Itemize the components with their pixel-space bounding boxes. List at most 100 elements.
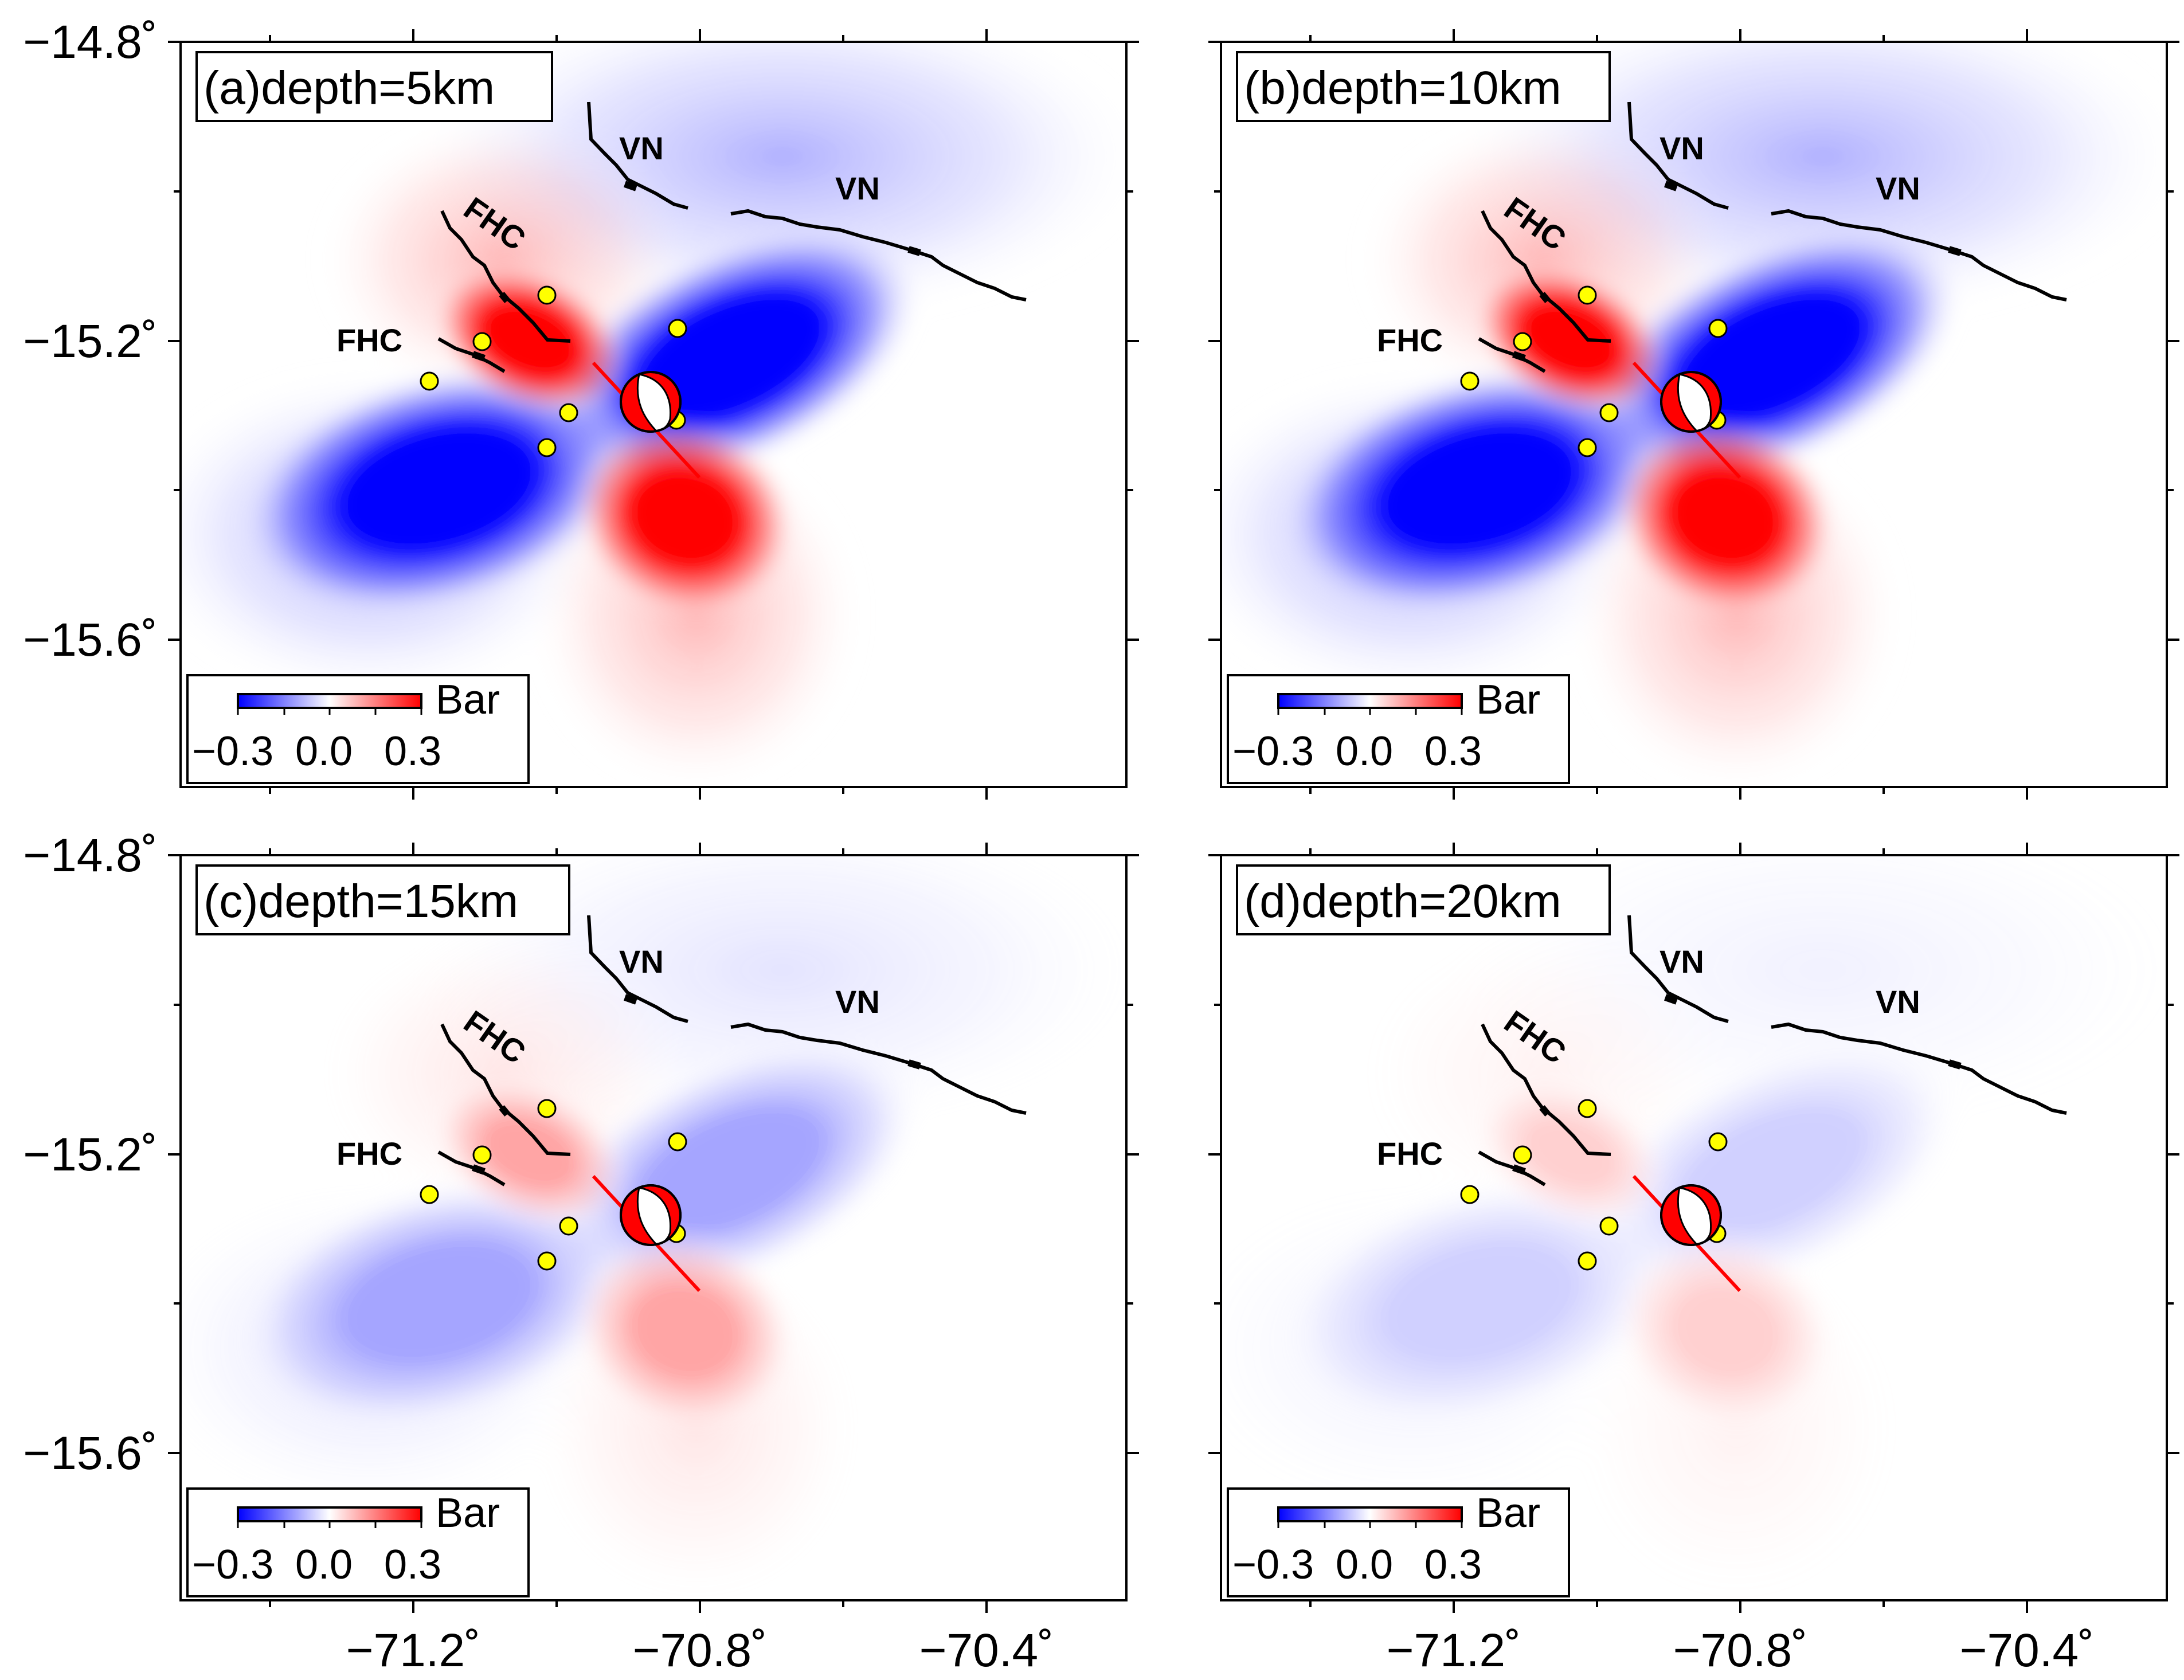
colorbar-unit: Bar xyxy=(1476,677,1540,723)
lon-tick-label: −70.4˚ xyxy=(1960,1624,2095,1677)
fault-trace-fhc-upper xyxy=(440,1023,571,1156)
panel-label: (d)depth=20km xyxy=(1236,864,1611,935)
fault-label-fhc: FHC xyxy=(336,1135,402,1172)
aftershock-marker-icon xyxy=(472,332,492,351)
colorbar xyxy=(237,1506,422,1522)
aftershock-marker-icon xyxy=(1708,1132,1728,1152)
fault-label-vn: VN xyxy=(1876,984,1920,1020)
panel-label-text: (d)depth=20km xyxy=(1244,875,1561,927)
aftershock-marker-icon xyxy=(1460,371,1480,391)
colorbar-unit: Bar xyxy=(436,677,500,723)
negative-lobe xyxy=(1277,361,1681,617)
colorbar-tick-label: −0.3 xyxy=(192,729,273,774)
aftershock-marker-icon xyxy=(1599,1216,1619,1236)
fault-tick xyxy=(624,994,637,1005)
fault-label-vn: VN xyxy=(619,943,664,980)
aftershock-marker-icon xyxy=(559,403,578,422)
fault-label-fhc: FHC xyxy=(336,322,402,358)
aftershock-marker-icon xyxy=(1513,332,1532,351)
aftershock-marker-icon xyxy=(1578,285,1597,305)
fault-trace-vn-east xyxy=(730,209,1027,301)
map-frame xyxy=(1220,41,2168,788)
fault-label-fhc: FHC xyxy=(1377,1135,1443,1172)
fault-tick xyxy=(1948,246,1962,256)
negative-lobe xyxy=(237,361,640,617)
fault-tick xyxy=(907,246,921,256)
aftershock-marker-icon xyxy=(537,1099,557,1118)
beachball-icon xyxy=(620,1184,682,1246)
lat-tick-label: −14.8˚ xyxy=(23,829,158,882)
fault-tick xyxy=(624,181,637,191)
stress-field xyxy=(181,42,1126,787)
fault-tick xyxy=(499,292,510,303)
fault-trace-vn-west xyxy=(587,915,688,1023)
fault-tick xyxy=(472,351,486,362)
aftershock-marker-icon xyxy=(420,371,439,391)
fault-label-vn: VN xyxy=(1876,170,1920,206)
positive-lobe xyxy=(1612,418,1838,617)
aftershock-marker-icon xyxy=(472,1145,492,1165)
fault-tick xyxy=(1512,351,1526,362)
colorbar-tick-label: 0.0 xyxy=(1336,729,1393,774)
fault-label-vn: VN xyxy=(835,170,880,206)
lon-tick-label: −70.8˚ xyxy=(1673,1624,1808,1677)
fault-tick xyxy=(472,1164,486,1175)
fault-trace-fhc-upper xyxy=(1481,210,1611,343)
lon-tick-label: −71.2˚ xyxy=(1387,1624,1521,1677)
fault-trace-fhc-upper xyxy=(440,210,571,343)
colorbar xyxy=(1277,1506,1463,1522)
aftershock-marker-icon xyxy=(668,1132,687,1152)
beachball-icon xyxy=(1660,371,1722,433)
positive-lobe xyxy=(1612,1231,1838,1431)
aftershock-marker-icon xyxy=(537,438,557,457)
fault-label-vn: VN xyxy=(1659,943,1704,980)
colorbar-tick-label: 0.3 xyxy=(384,729,441,774)
fault-tick xyxy=(499,1105,510,1117)
aftershock-marker-icon xyxy=(1578,438,1597,457)
positive-lobe xyxy=(432,1077,628,1229)
aftershock-marker-icon xyxy=(1599,403,1619,422)
fault-label-vn: VN xyxy=(835,984,880,1020)
fault-label-vn: VN xyxy=(1659,130,1704,166)
colorbar-tick-label: 0.3 xyxy=(384,1542,441,1588)
colorbar xyxy=(237,693,422,709)
colorbar-unit: Bar xyxy=(436,1490,500,1536)
colorbar-legend: Bar −0.3 0.0 0.3 xyxy=(1227,674,1570,784)
aftershock-marker-icon xyxy=(668,319,687,338)
map-frame xyxy=(1220,854,2168,1601)
fault-label-fhc: FHC xyxy=(1377,322,1443,358)
fault-tick xyxy=(1948,1059,1962,1070)
lon-tick-label: −71.2˚ xyxy=(346,1624,481,1677)
negative-lobe xyxy=(237,1174,640,1431)
lon-tick-label: −70.4˚ xyxy=(919,1624,1054,1677)
aftershock-marker-icon xyxy=(1578,1099,1597,1118)
fault-tick xyxy=(1512,1164,1526,1175)
colorbar-tick-label: −0.3 xyxy=(1232,1542,1314,1588)
panel-label: (b)depth=10km xyxy=(1236,51,1611,122)
map-frame xyxy=(179,854,1128,1601)
map-frame xyxy=(179,41,1128,788)
beachball-icon xyxy=(1660,1184,1722,1246)
colorbar-tick-label: 0.3 xyxy=(1424,1542,1482,1588)
colorbar-legend: Bar −0.3 0.0 0.3 xyxy=(186,674,530,784)
fault-label-vn: VN xyxy=(619,130,664,166)
fault-tick xyxy=(1664,994,1678,1005)
lon-tick-label: −70.8˚ xyxy=(633,1624,768,1677)
aftershock-marker-icon xyxy=(1578,1251,1597,1271)
panel-label-text: (c)depth=15km xyxy=(203,875,518,927)
aftershock-marker-icon xyxy=(537,1251,557,1271)
aftershock-marker-icon xyxy=(537,285,557,305)
fault-trace-vn-east xyxy=(1771,1022,2067,1115)
beachball-icon xyxy=(620,371,682,433)
colorbar-tick-label: −0.3 xyxy=(192,1542,273,1588)
colorbar-tick-label: −0.3 xyxy=(1232,729,1314,774)
fault-trace-vn-west xyxy=(1627,101,1729,210)
fault-trace-vn-west xyxy=(587,101,688,210)
colorbar-tick-label: 0.0 xyxy=(295,729,353,774)
fault-tick xyxy=(1664,181,1678,191)
positive-lobe xyxy=(572,418,798,617)
aftershock-marker-icon xyxy=(1708,319,1728,338)
fault-tick xyxy=(1539,1105,1551,1117)
